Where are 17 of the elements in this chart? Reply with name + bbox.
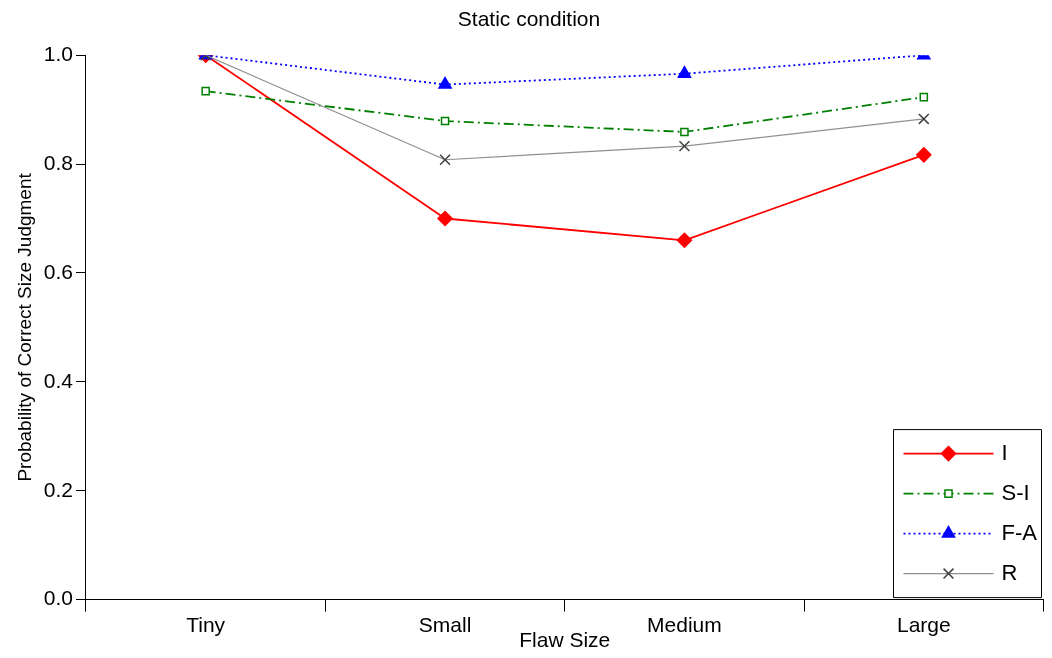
x-tick-label: Medium [647, 613, 722, 636]
legend-label: F-A [1001, 519, 1038, 545]
y-tick-label: 0.2 [43, 477, 73, 501]
x-tick-label: Large [896, 613, 951, 636]
legend-label: I [1001, 439, 1008, 465]
legend-label: R [1001, 559, 1018, 585]
y-tick-label: 0.6 [43, 259, 73, 283]
legend-label: S-I [1001, 479, 1030, 505]
y-tick-label: 0.4 [43, 368, 74, 392]
y-axis-title: Probability of Correct Size Judgment [13, 172, 35, 482]
y-tick-label: 1.0 [43, 42, 73, 65]
x-tick-label: Tiny [186, 613, 226, 636]
y-tick-label: 0.0 [43, 586, 73, 610]
chart-title: Static condition [457, 7, 601, 31]
y-tick-label: 0.8 [43, 150, 73, 174]
x-tick-label: Small [418, 613, 472, 636]
x-axis-title: Flaw Size [519, 628, 611, 652]
